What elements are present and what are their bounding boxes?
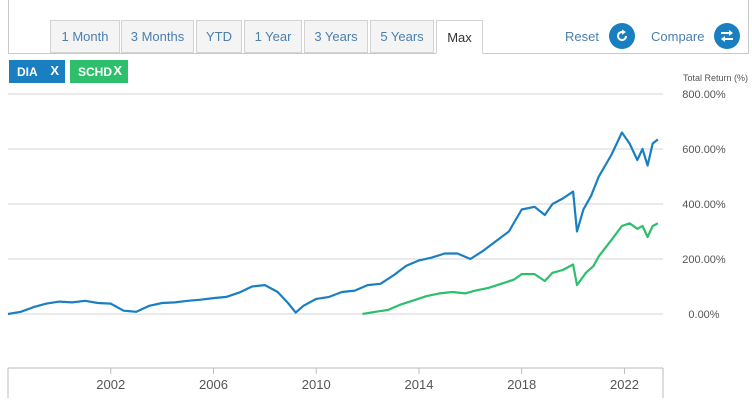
refresh-icon — [608, 23, 635, 49]
tab-max[interactable]: Max — [436, 20, 483, 54]
x-tick-label: 2010 — [302, 377, 331, 392]
tab-3-months[interactable]: 3 Months — [121, 20, 194, 53]
compare-button[interactable]: Compare — [651, 22, 741, 50]
swap-arrows-icon — [714, 23, 741, 49]
chip-dia-label: DIA — [17, 64, 38, 79]
y-tick-label: 600.00% — [682, 144, 726, 156]
tab-1-month[interactable]: 1 Month — [50, 20, 120, 53]
x-icon[interactable]: X — [50, 63, 59, 78]
y-axis-label: Total Return (%) — [683, 73, 748, 83]
chip-dia[interactable]: DIA X — [9, 60, 65, 83]
compare-label: Compare — [651, 28, 705, 44]
tab-5-years[interactable]: 5 Years — [370, 20, 434, 53]
tab-1-year[interactable]: 1 Year — [244, 20, 302, 53]
tab-ytd[interactable]: YTD — [196, 20, 242, 53]
reset-button[interactable]: Reset — [565, 22, 635, 50]
y-tick-label: 200.00% — [682, 254, 726, 266]
y-tick-label: 400.00% — [682, 199, 726, 211]
tab-3-years[interactable]: 3 Years — [304, 20, 368, 53]
x-icon[interactable]: X — [113, 63, 122, 78]
x-tick-label: 2014 — [405, 377, 434, 392]
x-tick-label: 2006 — [199, 377, 228, 392]
reset-label: Reset — [565, 28, 599, 44]
y-tick-label: 800.00% — [682, 89, 726, 101]
chip-schd[interactable]: SCHD X — [70, 60, 128, 83]
x-tick-label: 2018 — [507, 377, 536, 392]
range-toolbar: 1 Month 3 Months YTD 1 Year 3 Years 5 Ye… — [8, 0, 749, 54]
series-line-dia — [7, 131, 659, 316]
x-tick-label: 2022 — [610, 377, 639, 392]
series-line-schd — [362, 222, 659, 316]
y-tick-label: 0.00% — [688, 309, 719, 321]
x-tick-label: 2002 — [96, 377, 125, 392]
chip-schd-label: SCHD — [78, 64, 113, 79]
